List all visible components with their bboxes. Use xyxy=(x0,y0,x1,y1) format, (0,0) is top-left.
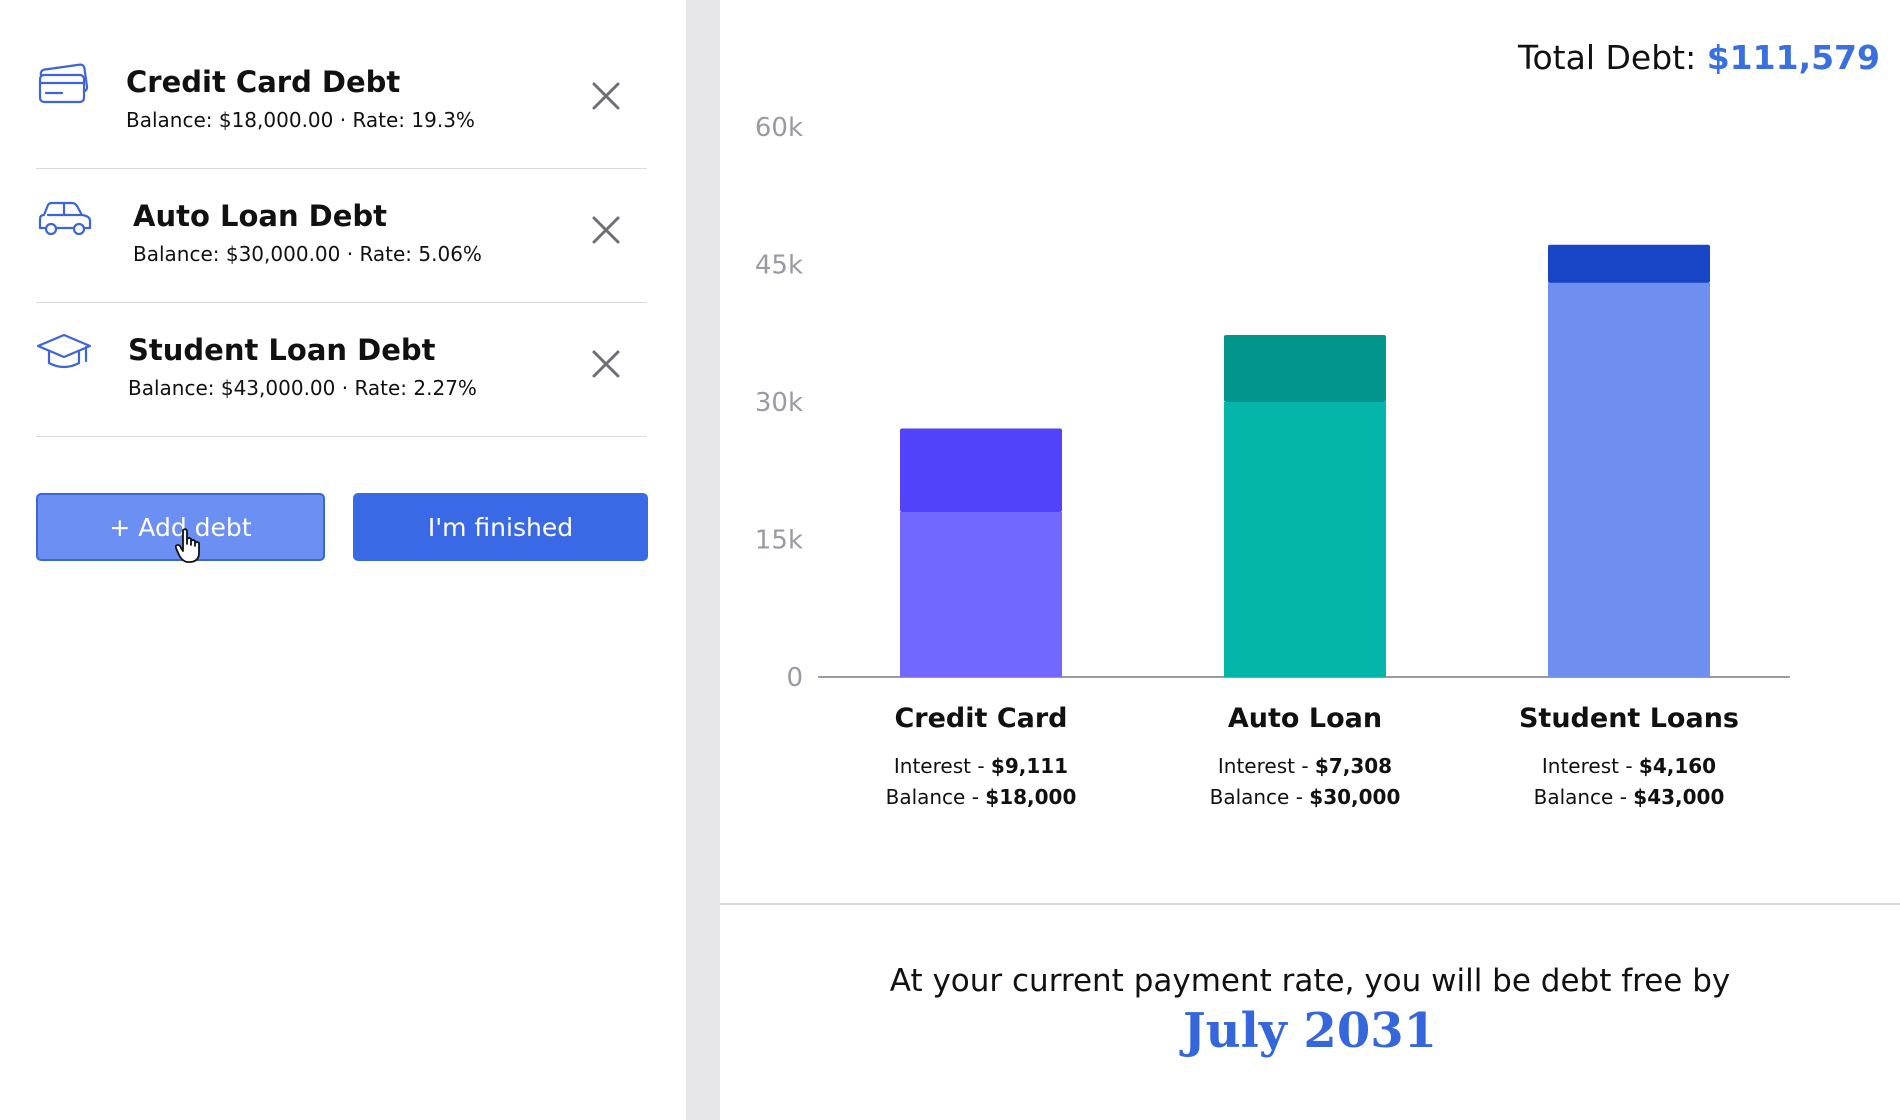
finished-button[interactable]: I'm finished xyxy=(353,493,648,561)
summary-panel: Total Debt: $111,579 0 15k 30k 45k 60k Credit… xyxy=(720,0,1900,1120)
bar-balance xyxy=(1548,282,1710,677)
y-tick-label: 45k xyxy=(755,251,803,281)
interest-data-label: Interest - $7,308 xyxy=(1218,754,1392,778)
y-tick-label: 60k xyxy=(755,113,803,143)
debt-title: Auto Loan Debt xyxy=(133,199,388,233)
hand-pointer-cursor-icon xyxy=(174,528,200,563)
total-debt: Total Debt: $111,579 xyxy=(1518,38,1880,77)
debt-meta: Balance: $30,000.00 · Rate: 5.06% xyxy=(133,242,482,266)
debt-meta: Balance: $43,000.00 · Rate: 2.27% xyxy=(128,376,477,400)
debt-list-panel: Credit Card Debt Balance: $18,000.00 · R… xyxy=(0,0,686,1120)
y-tick-label: 30k xyxy=(755,388,803,418)
graduation-cap-icon xyxy=(36,333,92,369)
interest-data-label: Interest - $9,111 xyxy=(894,754,1068,778)
bar-interest xyxy=(900,428,1062,512)
total-debt-label: Total Debt: xyxy=(1517,38,1697,77)
panel-divider xyxy=(686,0,720,1120)
y-tick-label: 0 xyxy=(786,663,803,693)
bar-interest xyxy=(1224,335,1386,402)
y-tick-label: 15k xyxy=(755,526,803,556)
total-debt-value: $111,579 xyxy=(1706,38,1880,77)
remove-credit-card-debt-button[interactable] xyxy=(589,79,623,113)
bar-balance xyxy=(1224,402,1386,677)
debt-item-student-loan: Student Loan Debt Balance: $43,000.00 · … xyxy=(36,303,647,437)
debt-meta: Balance: $18,000.00 · Rate: 19.3% xyxy=(126,108,475,132)
section-divider xyxy=(720,903,1900,905)
bar-interest xyxy=(1548,244,1710,283)
debt-bar-chart: 0 15k 30k 45k 60k Credit Card Interest - $9,11… xyxy=(755,113,1790,809)
add-debt-button[interactable]: + Add debt xyxy=(36,493,325,561)
bar-balance xyxy=(900,512,1062,677)
debt-free-date: July 2031 xyxy=(1182,1003,1438,1059)
debt-free-message: At your current payment rate, you will b… xyxy=(889,963,1731,999)
car-icon xyxy=(38,201,92,236)
debt-item-credit-card: Credit Card Debt Balance: $18,000.00 · R… xyxy=(36,35,647,169)
balance-data-label: Balance - $30,000 xyxy=(1210,785,1401,809)
debt-item-auto-loan: Auto Loan Debt Balance: $30,000.00 · Rat… xyxy=(36,169,647,303)
remove-auto-loan-debt-button[interactable] xyxy=(589,213,623,247)
balance-data-label: Balance - $43,000 xyxy=(1534,785,1725,809)
remove-student-loan-debt-button[interactable] xyxy=(589,347,623,381)
category-label: Credit Card xyxy=(894,703,1067,734)
interest-data-label: Interest - $4,160 xyxy=(1542,754,1716,778)
balance-data-label: Balance - $18,000 xyxy=(886,785,1077,809)
credit-card-icon xyxy=(38,63,89,104)
category-label: Student Loans xyxy=(1519,703,1739,734)
debt-title: Credit Card Debt xyxy=(126,65,401,99)
category-label: Auto Loan xyxy=(1228,703,1382,734)
debt-title: Student Loan Debt xyxy=(128,333,436,367)
